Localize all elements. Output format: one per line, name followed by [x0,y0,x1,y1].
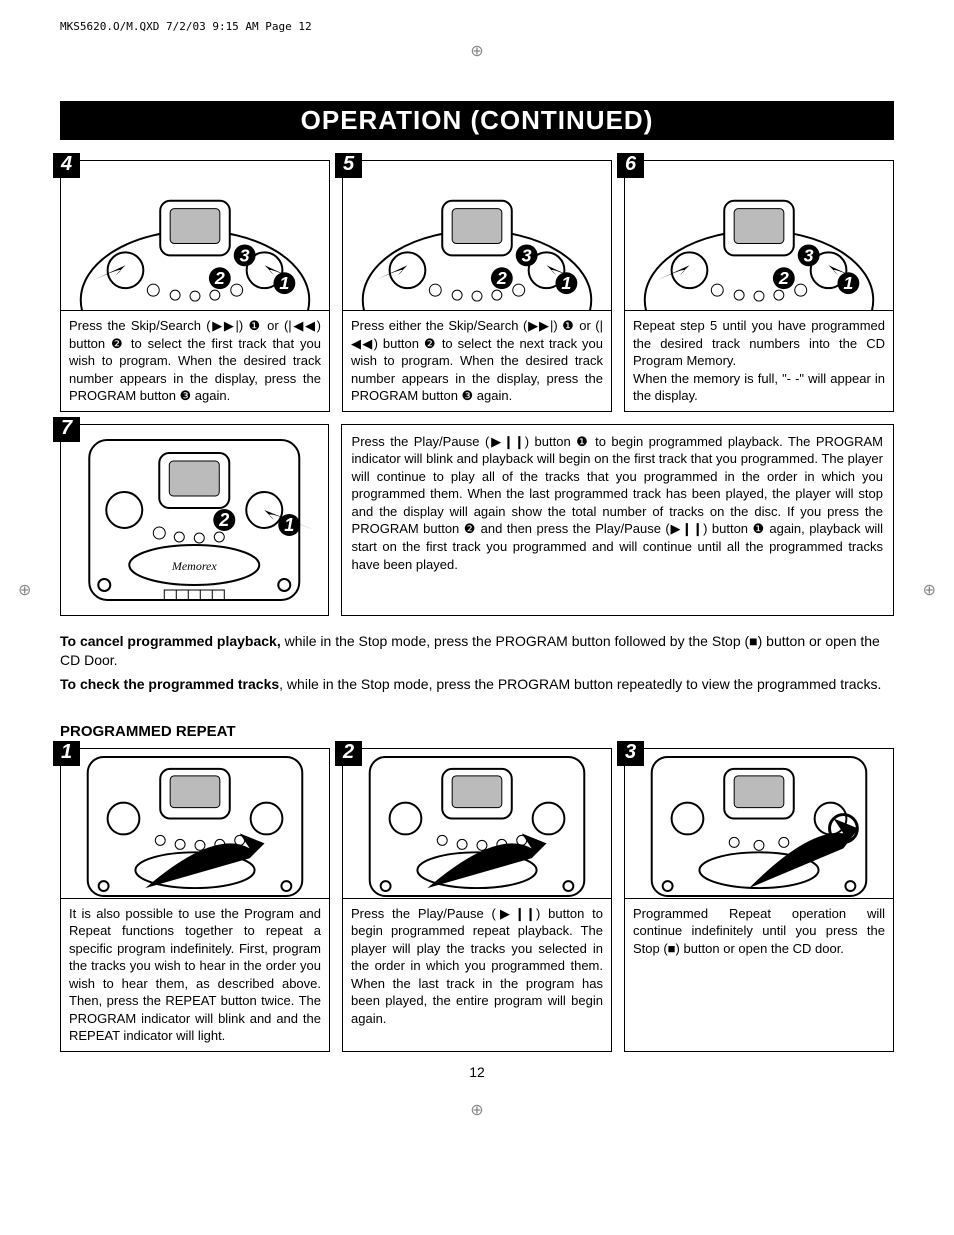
svg-text:3: 3 [522,245,532,265]
svg-text:2: 2 [778,268,789,288]
page-number: 12 [60,1064,894,1080]
step-7-text-box: Press the Play/Pause (▶❙❙) button ❶ to b… [341,424,894,616]
step-text: Press the Play/Pause (▶❙❙) button to beg… [343,899,611,1034]
device-svg-456: 1 2 3 [343,161,611,310]
svg-text:2: 2 [214,268,225,288]
pr-step-3-box: 3 Programmed Repeat operation will conti… [624,748,894,1052]
step-4-box: 4 1 2 3 Press the Skip/Search (▶▶|) ❶ or [60,160,330,412]
step-number: 7 [53,417,80,442]
cancel-bold: To cancel programmed playback, [60,633,281,649]
steps-row-123: 1 It is also possible to use the Program… [60,748,894,1052]
document-header-meta: MKS5620.O/M.QXD 7/2/03 9:15 AM Page 12 [60,20,894,33]
step6-text-b: When the memory is full, "- -" will appe… [633,371,885,404]
device-svg-456: 1 2 3 [625,161,893,310]
device-svg-pr [61,749,329,898]
check-bold: To check the programmed tracks [60,676,279,692]
svg-text:2: 2 [218,510,229,530]
step-6-box: 6 1 2 3 Repeat step 5 until you h [624,160,894,412]
step-7-row: 7 Memorex [60,424,894,616]
crop-mark-left: ⊕ [18,580,31,600]
step-5-box: 5 1 2 3 Press either the Skip/Search (▶▶ [342,160,612,412]
device-illustration: 1 2 3 [343,161,611,311]
svg-text:1: 1 [561,273,571,293]
step-text: Programmed Repeat operation will continu… [625,899,893,964]
device-svg-456: 1 2 3 [61,161,329,310]
step-number: 1 [53,741,80,766]
step-number: 3 [617,741,644,766]
svg-text:1: 1 [284,515,294,535]
step-7-image-box: 7 Memorex [60,424,329,616]
device-svg-pr [343,749,611,898]
device-illustration: Memorex 1 2 [61,425,328,615]
step-number: 2 [335,741,362,766]
svg-text:3: 3 [240,245,250,265]
notes-section: To cancel programmed playback, while in … [60,632,894,695]
steps-row-456: 4 1 2 3 Press the Skip/Search (▶▶|) ❶ or [60,160,894,412]
device-illustration: 1 2 3 [625,161,893,311]
pr-step-1-box: 1 It is also possible to use the Program… [60,748,330,1052]
svg-text:1: 1 [843,273,853,293]
step-text: Repeat step 5 until you have programmed … [625,311,893,411]
pr-step-2-box: 2 Press the Play/Pause (▶❙❙) button to b… [342,748,612,1052]
step-number: 4 [53,153,80,178]
device-illustration [61,749,329,899]
device-svg-7: Memorex 1 2 [61,425,328,615]
svg-text:3: 3 [804,245,814,265]
brand-label: Memorex [171,559,218,573]
svg-text:1: 1 [279,273,289,293]
check-rest: , while in the Stop mode, press the PROG… [279,676,881,692]
crop-mark-bottom: ⊕ [60,1100,894,1120]
step-text: Press the Skip/Search (▶▶|) ❶ or (|◀◀) b… [61,311,329,411]
step6-text-a: Repeat step 5 until you have programmed … [633,318,885,368]
crop-mark-right: ⊕ [923,580,936,600]
crop-mark-top: ⊕ [60,41,894,61]
step-text: Press either the Skip/Search (▶▶|) ❶ or … [343,311,611,411]
step-number: 5 [335,153,362,178]
step-text: Press the Play/Pause (▶❙❙) button ❶ to b… [342,425,893,581]
step-number: 6 [617,153,644,178]
svg-text:2: 2 [496,268,507,288]
device-illustration: 1 2 3 [61,161,329,311]
page-title-banner: OPERATION (CONTINUED) [60,101,894,140]
device-illustration [625,749,893,899]
device-illustration [343,749,611,899]
device-svg-pr3 [625,749,893,898]
step-text: It is also possible to use the Program a… [61,899,329,1051]
section-title: PROGRAMMED REPEAT [60,723,894,740]
